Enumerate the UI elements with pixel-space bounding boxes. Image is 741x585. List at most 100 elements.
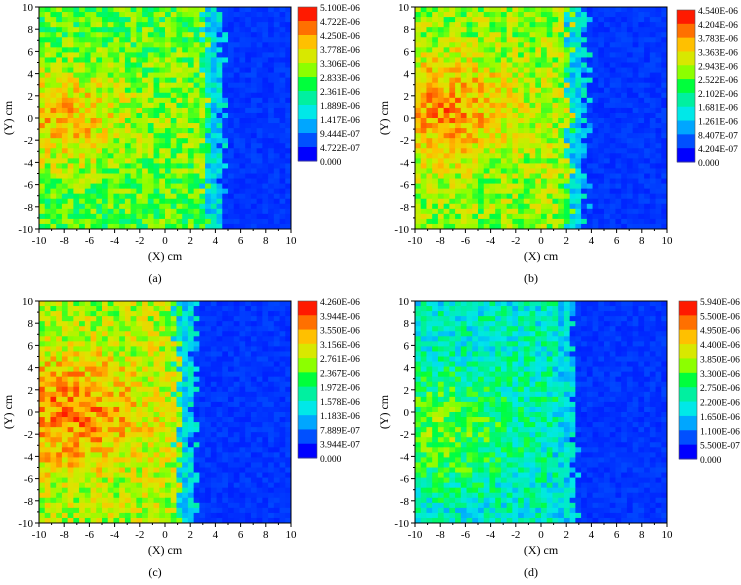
heatmap-cell bbox=[222, 401, 229, 408]
heatmap-cell bbox=[262, 57, 269, 64]
heatmap-cell bbox=[61, 346, 69, 353]
heatmap-cell bbox=[142, 148, 149, 154]
heatmap-cell bbox=[165, 47, 172, 54]
heatmap-cell bbox=[130, 391, 137, 398]
heatmap-cell bbox=[541, 47, 548, 54]
heatmap-cell bbox=[228, 92, 235, 99]
heatmap-cell bbox=[546, 123, 554, 129]
heatmap-cell bbox=[39, 57, 46, 64]
heatmap-cell bbox=[90, 188, 97, 195]
heatmap-cell bbox=[655, 183, 662, 190]
heatmap-cell bbox=[604, 173, 611, 180]
heatmap-cell bbox=[273, 311, 281, 317]
heatmap-cell bbox=[518, 173, 525, 180]
heatmap-cell bbox=[61, 331, 69, 337]
heatmap-cell bbox=[159, 213, 166, 220]
heatmap-cell bbox=[142, 386, 149, 393]
heatmap-cell bbox=[460, 133, 468, 139]
heatmap-cell bbox=[644, 67, 651, 74]
heatmap-cell bbox=[529, 218, 536, 225]
heatmap-cell bbox=[102, 321, 109, 327]
heatmap-cell bbox=[245, 138, 252, 144]
heatmap-cell bbox=[626, 198, 634, 205]
heatmap-cell bbox=[245, 351, 252, 358]
heatmap-cell bbox=[569, 188, 576, 195]
heatmap-cell bbox=[216, 87, 223, 94]
heatmap-cell bbox=[182, 97, 189, 104]
heatmap-cell bbox=[449, 112, 456, 119]
heatmap-cell bbox=[176, 401, 183, 408]
heatmap-cell bbox=[449, 148, 456, 154]
heatmap-cell bbox=[67, 67, 74, 74]
heatmap-cell bbox=[130, 173, 137, 180]
heatmap-cell bbox=[159, 371, 166, 378]
heatmap-cell bbox=[136, 27, 143, 33]
heatmap-cell bbox=[216, 123, 223, 129]
heatmap-cell bbox=[472, 153, 479, 159]
heatmap-cell bbox=[228, 123, 235, 129]
heatmap-cell bbox=[250, 143, 258, 149]
heatmap-cell bbox=[245, 27, 252, 33]
heatmap-cell bbox=[102, 331, 109, 337]
heatmap-cell bbox=[159, 336, 166, 342]
heatmap-cell bbox=[523, 188, 531, 195]
heatmap-cell bbox=[187, 311, 195, 317]
heatmap-cell bbox=[187, 77, 195, 84]
heatmap-cell bbox=[165, 336, 172, 342]
heatmap-cell bbox=[262, 341, 269, 348]
heatmap-cell bbox=[426, 77, 433, 84]
heatmap-cell bbox=[199, 306, 206, 312]
heatmap-cell bbox=[96, 47, 103, 54]
heatmap-cell bbox=[250, 153, 258, 159]
heatmap-cell bbox=[489, 163, 496, 170]
heatmap-cell bbox=[159, 178, 166, 185]
heatmap-cell bbox=[626, 42, 634, 48]
heatmap-cell bbox=[228, 396, 235, 403]
heatmap-cell bbox=[426, 188, 433, 195]
heatmap-cell bbox=[153, 138, 160, 144]
y-tick-label: 10 bbox=[22, 2, 34, 14]
heatmap-cell bbox=[621, 143, 628, 149]
heatmap-cell bbox=[113, 112, 120, 119]
heatmap-cell bbox=[210, 331, 218, 337]
heatmap-cell bbox=[50, 406, 57, 413]
heatmap-cell bbox=[165, 326, 172, 332]
heatmap-cell bbox=[170, 168, 178, 175]
heatmap-cell bbox=[529, 178, 536, 185]
heatmap-cell bbox=[655, 17, 662, 23]
heatmap-cell bbox=[563, 183, 571, 190]
heatmap-cell bbox=[262, 366, 269, 373]
heatmap-cell bbox=[165, 32, 172, 38]
heatmap-cell bbox=[615, 148, 622, 154]
heatmap-cell bbox=[644, 112, 651, 119]
heatmap-cell bbox=[279, 57, 286, 64]
heatmap-cell bbox=[136, 143, 143, 149]
heatmap-cell bbox=[61, 356, 69, 363]
heatmap-cell bbox=[455, 173, 462, 180]
heatmap-cell bbox=[159, 198, 166, 205]
heatmap-cell bbox=[113, 198, 120, 205]
heatmap-cell bbox=[268, 37, 275, 43]
heatmap-cell bbox=[147, 112, 155, 119]
heatmap-cell bbox=[558, 47, 565, 54]
heatmap-cell bbox=[165, 346, 172, 353]
heatmap-cell bbox=[245, 173, 252, 180]
heatmap-cell bbox=[649, 32, 657, 38]
heatmap-cell bbox=[136, 356, 143, 363]
heatmap-cell bbox=[73, 153, 80, 159]
heatmap-cell bbox=[165, 128, 172, 134]
heatmap-cell bbox=[193, 92, 200, 99]
heatmap-cell bbox=[130, 351, 137, 358]
heatmap-cell bbox=[205, 376, 212, 383]
heatmap-cell bbox=[279, 87, 286, 94]
heatmap-cell bbox=[268, 208, 275, 215]
heatmap-cell bbox=[615, 183, 622, 190]
heatmap-cell bbox=[61, 376, 69, 383]
heatmap-cell bbox=[432, 208, 439, 215]
heatmap-cell bbox=[44, 203, 52, 210]
heatmap-cell bbox=[285, 123, 291, 129]
heatmap-cell bbox=[44, 311, 52, 317]
heatmap-cell bbox=[649, 42, 657, 48]
heatmap-cell bbox=[563, 118, 571, 124]
heatmap-cell bbox=[61, 381, 69, 388]
